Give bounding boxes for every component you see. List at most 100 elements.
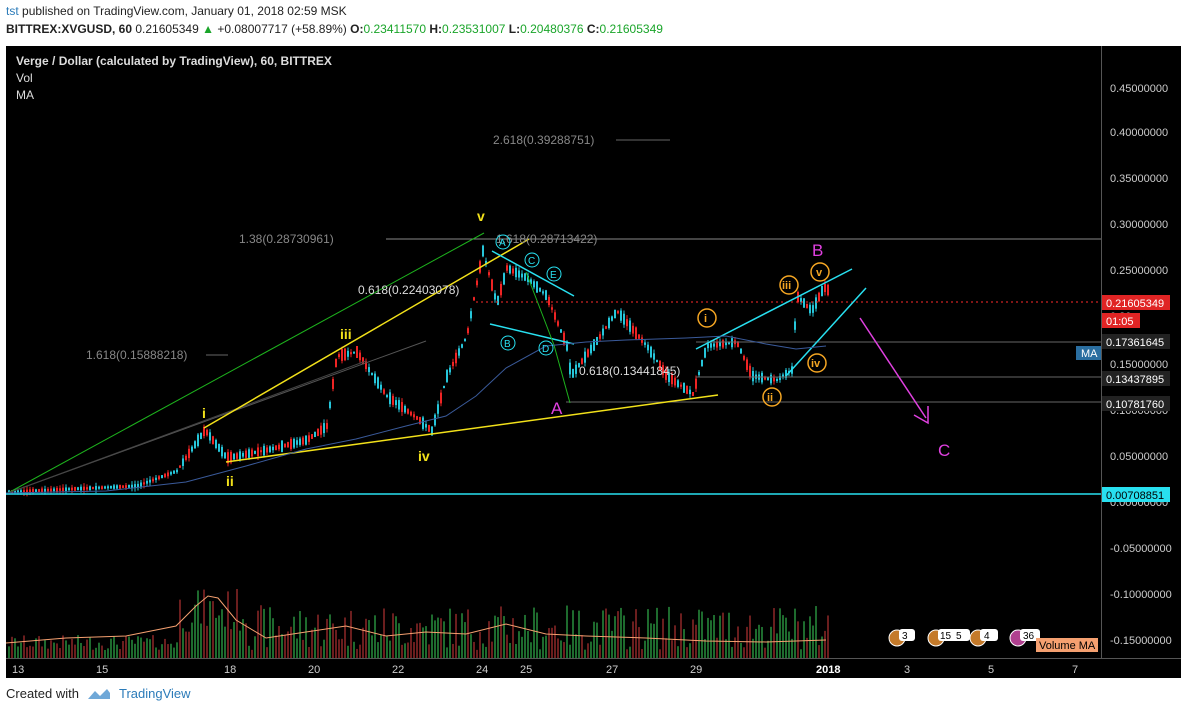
candle-body [299, 438, 301, 445]
time-tick-label: 24 [476, 664, 488, 676]
volume-bar [629, 646, 631, 658]
candle-body [641, 337, 643, 343]
volume-bar [206, 625, 208, 658]
volume-bar [659, 649, 661, 658]
volume-bar [692, 619, 694, 658]
candle-body [467, 328, 469, 334]
volume-bar [311, 629, 313, 658]
volume-bar [149, 639, 151, 658]
volume-bar [308, 646, 310, 658]
volume-bar [794, 608, 796, 658]
open-label: O: [350, 22, 364, 36]
badge-count: 3 [902, 631, 908, 642]
volume-bar [116, 644, 118, 658]
volume-bar [137, 636, 139, 658]
candle-body [461, 344, 463, 348]
volume-bar [257, 610, 259, 658]
volume-bar [806, 637, 808, 658]
price-tick-label: -0.05000000 [1110, 543, 1172, 555]
price-tick-label: -0.15000000 [1110, 635, 1172, 647]
candle-body [806, 303, 808, 309]
candle-body [218, 443, 220, 452]
candle-body [422, 417, 424, 429]
candle-body [215, 439, 217, 449]
author-link[interactable]: tst [6, 4, 19, 18]
candle-body [89, 486, 91, 491]
candle-body [200, 432, 202, 439]
candle-body [404, 405, 406, 413]
candle-body [674, 377, 676, 386]
volume-bar [674, 625, 676, 658]
volume-bar [272, 618, 274, 658]
candle-body [452, 361, 454, 367]
wave-label: B [812, 241, 823, 260]
candle-body [104, 486, 106, 489]
candle-body [587, 349, 589, 357]
candle-body [455, 352, 457, 364]
volume-bar [227, 591, 229, 658]
candle-body [542, 291, 544, 294]
volume-bar [641, 649, 643, 658]
candle-body [38, 489, 40, 492]
time-tick-label: 25 [520, 664, 532, 676]
volume-bar [323, 639, 325, 658]
volume-bar [755, 628, 757, 658]
candle-body [35, 489, 37, 492]
volume-bar [182, 628, 184, 658]
candle-body [296, 440, 298, 445]
volume-bar [215, 617, 217, 658]
candle-body [29, 489, 31, 493]
volume-bar [278, 626, 280, 658]
candle-body [71, 487, 73, 491]
time-tick-label: 2018 [816, 664, 840, 676]
volume-bar [20, 642, 22, 658]
volume-bar [779, 608, 781, 658]
volume-bar [686, 647, 688, 658]
candle-body [431, 426, 433, 436]
volume-bar [719, 615, 721, 658]
volume-bar [716, 637, 718, 658]
candle-body [32, 488, 34, 493]
volume-bar [170, 643, 172, 658]
wave-label: A [551, 399, 563, 418]
volume-bar [815, 606, 817, 658]
candle-body [608, 317, 610, 329]
ma-legend[interactable]: MA [16, 88, 34, 102]
time-axis[interactable]: 13 15 18 20 22 24 25 27 29 2018 3 5 7 [6, 658, 1181, 678]
candle-body [224, 452, 226, 459]
candle-body [206, 429, 208, 436]
wave-label: v [816, 267, 823, 279]
candle-body [773, 377, 775, 382]
time-tick-label: 5 [988, 664, 994, 676]
candle-body [764, 376, 766, 380]
volume-ma-line [5, 595, 827, 644]
volume-bar [233, 622, 235, 658]
wave-label: ii [226, 473, 234, 489]
candle-body [50, 488, 52, 492]
price-axis[interactable]: 0.45000000 0.40000000 0.35000000 0.30000000… [1101, 46, 1181, 658]
volume-bar [800, 649, 802, 658]
candle-body [611, 316, 613, 321]
candle-body [56, 487, 58, 492]
candle-body [647, 344, 649, 351]
volume-bar [485, 646, 487, 658]
volume-bar [638, 627, 640, 658]
volume-bar [572, 610, 574, 658]
candle-body [464, 338, 466, 342]
cyan-line [785, 287, 867, 377]
chart-pane[interactable]: 2.618(0.39288751) 1.38(0.28730961) 1.618… [5, 46, 1102, 658]
level-tag: 0.13437895 [1106, 374, 1164, 386]
volume-bar [662, 618, 664, 658]
volume-bar [263, 608, 265, 658]
volume-bar [605, 608, 607, 658]
candle-body [62, 487, 64, 492]
vol-legend[interactable]: Vol [16, 71, 33, 85]
volume-bar [683, 629, 685, 658]
volume-bar [44, 640, 46, 658]
volume-bar [224, 626, 226, 658]
candle-body [377, 377, 379, 389]
tradingview-link[interactable]: TradingView [118, 686, 191, 701]
volume-bar [161, 644, 163, 658]
candle-body [179, 465, 181, 468]
up-arrow-icon: ▲ [202, 22, 215, 36]
